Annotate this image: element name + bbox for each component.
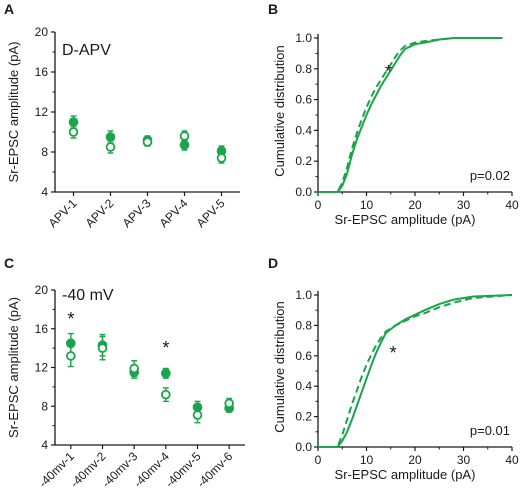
- y-tick-label: 0.0: [295, 185, 312, 199]
- panel-letter: B: [268, 1, 278, 17]
- x-tick-label: APV-5: [194, 196, 228, 230]
- y-tick-label: 8: [41, 145, 48, 159]
- panel-C: C -40 mV 4 8 12 16 20 Sr-EPSC amplitude (pA) -40…: [4, 255, 245, 490]
- data-point-open: [161, 389, 171, 400]
- significance-star: *: [67, 309, 74, 329]
- data-point-open: [216, 153, 227, 163]
- y-axis-label: Sr-EPSC amplitude (pA): [6, 42, 21, 183]
- x-tick-label: 40: [505, 198, 519, 212]
- data-point-filled: [105, 132, 116, 142]
- data-point-open: [105, 142, 116, 152]
- y-tick-label: 20: [35, 25, 49, 39]
- y-tick-label: 16: [35, 65, 49, 79]
- y-tick-label: 20: [35, 283, 49, 297]
- y-tick-label: 0.2: [295, 154, 312, 168]
- data-point-filled: [68, 117, 79, 127]
- panel-D: D 0.0 0.2 0.4 0.6 0.8 1.0 0 10 20 30 40 Sr-EPSC ampl…: [268, 255, 519, 482]
- p-value: p=0.02: [470, 168, 510, 183]
- y-tick-label: 1.0: [295, 31, 312, 45]
- data-point-open: [142, 137, 153, 147]
- y-tick-label: 0.4: [295, 123, 312, 137]
- y-tick-label: 0.4: [295, 379, 312, 393]
- significance-star: *: [385, 62, 392, 82]
- x-axis-label: Sr-EPSC amplitude (pA): [335, 467, 476, 482]
- y-tick-label: 0.6: [295, 93, 312, 107]
- y-tick-label: 0.6: [295, 349, 312, 363]
- cdf-line-dashed: [318, 294, 513, 448]
- y-tick-label: 12: [35, 105, 49, 119]
- x-tick-label: APV-2: [83, 196, 117, 230]
- data-point-open: [192, 410, 203, 420]
- data-point-open: [224, 398, 234, 409]
- y-axis-label: Sr-EPSC amplitude (pA): [6, 297, 21, 438]
- panel-B: B 0.0 0.2 0.4 0.6 0.8 1.0 0 10 20 30 40 Sr-EPSC ampl…: [268, 1, 519, 227]
- cdf-line-solid: [318, 37, 503, 193]
- y-tick-label: 12: [35, 361, 49, 375]
- y-tick-label: 8: [41, 399, 48, 413]
- x-tick-label: 20: [408, 453, 422, 467]
- y-tick-label: 0.0: [295, 440, 312, 454]
- panel-A: A D-APV 4 8 12 16 20 Sr-EPSC amplitude (pA) APV-…: [4, 1, 240, 230]
- x-tick-label: 40: [505, 453, 519, 467]
- panel-annotation: D-APV: [62, 42, 111, 59]
- x-tick-label: APV-4: [157, 196, 191, 230]
- x-tick-label: 30: [457, 453, 471, 467]
- y-tick-label: 1.0: [295, 288, 312, 302]
- x-axis-label: Sr-EPSC amplitude (pA): [335, 212, 476, 227]
- x-tick-label: 20: [408, 198, 422, 212]
- x-tick-label: 10: [360, 453, 374, 467]
- y-tick-label: 0.8: [295, 62, 312, 76]
- data-point-open: [179, 131, 190, 141]
- panel-annotation: -40 mV: [62, 287, 114, 304]
- data-point-open: [97, 343, 108, 353]
- x-tick-label: 0: [315, 453, 322, 467]
- cdf-line-dashed: [318, 37, 503, 193]
- cdf-line-solid: [318, 294, 513, 448]
- x-tick-label: 0: [315, 198, 322, 212]
- data-point-open: [129, 363, 139, 374]
- y-tick-label: 0.2: [295, 410, 312, 424]
- data-point-filled: [179, 140, 190, 150]
- y-tick-label: 4: [41, 185, 48, 199]
- significance-star: *: [162, 338, 169, 358]
- y-axis-label: Cumulative distribution: [272, 45, 287, 177]
- x-tick-label: 30: [457, 198, 471, 212]
- data-point-filled: [160, 368, 171, 379]
- panel-letter: D: [268, 255, 278, 271]
- y-tick-label: 4: [41, 438, 48, 452]
- x-tick-label: APV-3: [120, 196, 154, 230]
- y-tick-label: 16: [35, 322, 49, 336]
- y-axis-label: Cumulative distribution: [272, 301, 287, 433]
- x-tick-label: APV-1: [46, 196, 80, 230]
- x-tick-label: 10: [360, 198, 374, 212]
- y-tick-label: 0.8: [295, 318, 312, 332]
- p-value: p=0.01: [470, 423, 510, 438]
- data-point-open: [68, 127, 79, 137]
- significance-star: *: [390, 343, 397, 363]
- panel-letter: C: [4, 255, 14, 271]
- data-point-open: [66, 351, 76, 361]
- panel-letter: A: [4, 1, 14, 17]
- x-tick-label: -40mv-6: [194, 449, 235, 490]
